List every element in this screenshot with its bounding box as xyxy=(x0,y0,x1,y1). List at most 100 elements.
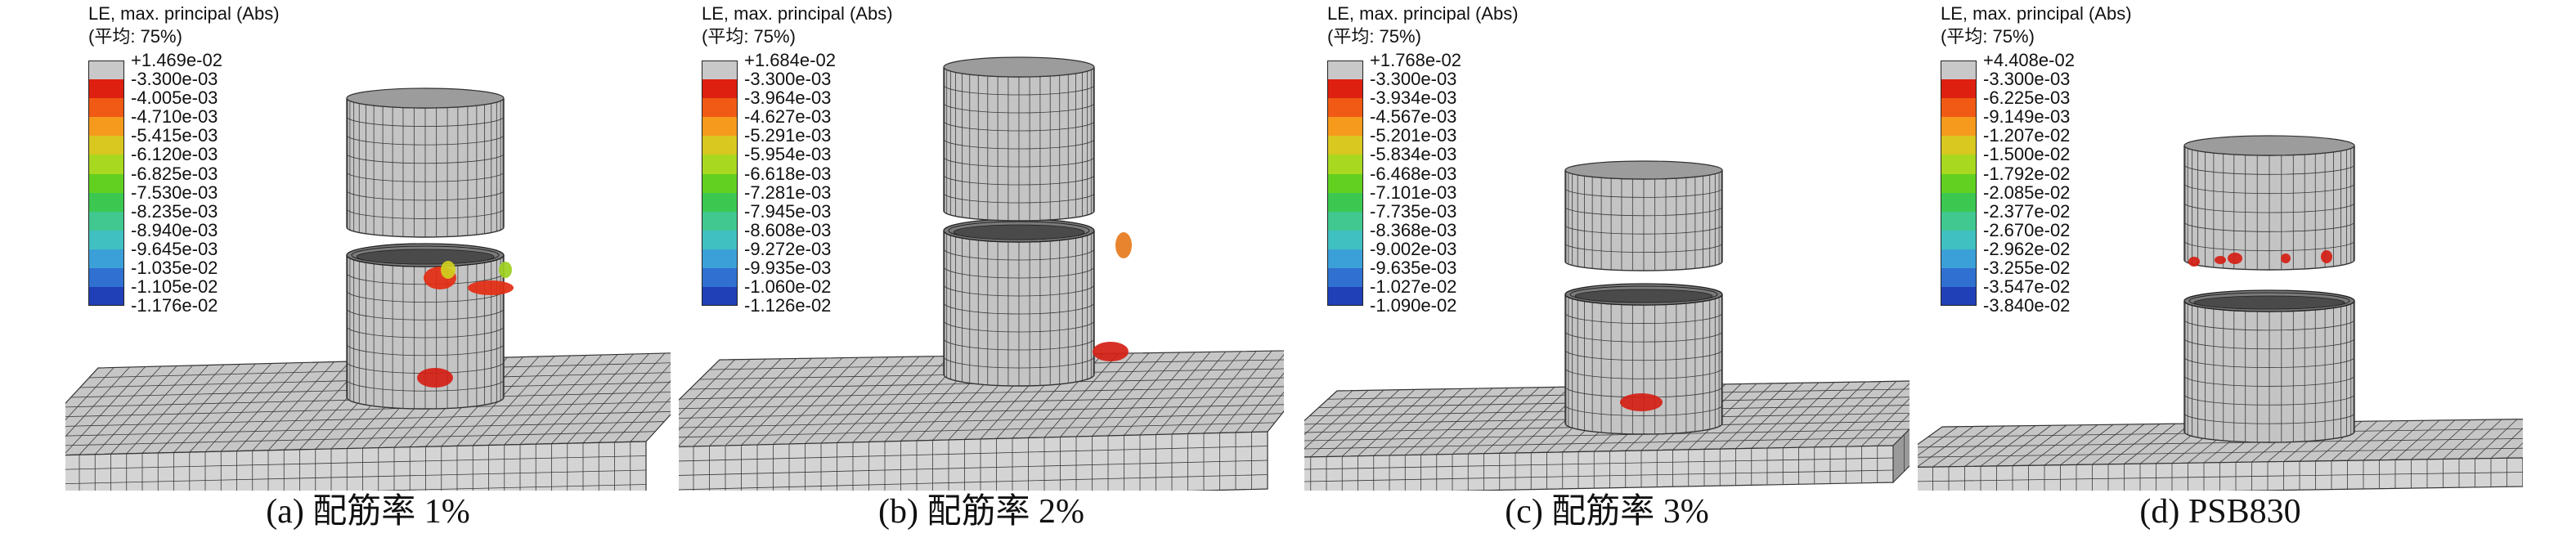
panel-caption: (b) 配筋率 2% xyxy=(878,493,1084,531)
legend-swatch xyxy=(1327,136,1363,155)
legend-swatch xyxy=(88,287,124,307)
legend-value: -3.300e-03 xyxy=(1370,69,1457,90)
legend-value: -5.415e-03 xyxy=(131,125,218,146)
legend-swatch xyxy=(1941,117,1977,137)
legend-value: -4.627e-03 xyxy=(744,106,832,128)
legend-value: -5.834e-03 xyxy=(1370,144,1457,165)
lower-column xyxy=(346,243,514,410)
legend-swatch xyxy=(702,117,738,137)
legend-swatch xyxy=(1327,249,1363,269)
legend-swatch xyxy=(1327,287,1363,307)
legend-swatch xyxy=(1941,155,1977,174)
legend-value: -7.101e-03 xyxy=(1370,182,1457,203)
legend-value: -6.618e-03 xyxy=(744,163,832,184)
legend-value: -9.149e-03 xyxy=(1983,106,2071,128)
legend-value: -2.085e-02 xyxy=(1983,182,2071,203)
legend-value: -4.567e-03 xyxy=(1370,106,1457,128)
legend-subtitle: (平均: 75%) xyxy=(702,26,796,47)
legend-swatch xyxy=(1327,173,1363,193)
legend-swatch xyxy=(702,211,738,231)
legend-swatch xyxy=(88,249,124,269)
fe-model-view xyxy=(1918,135,2523,491)
strain-hotspot xyxy=(499,262,512,278)
legend-value: -3.964e-03 xyxy=(744,87,832,109)
legend-swatch xyxy=(88,79,124,99)
legend-value: -1.792e-02 xyxy=(1983,163,2071,184)
legend-swatch xyxy=(88,211,124,231)
legend-value: -6.120e-03 xyxy=(131,144,218,165)
fe-model-view xyxy=(1304,160,1910,491)
legend-swatch xyxy=(702,79,738,99)
strain-hotspot xyxy=(1115,232,1132,258)
legend-value: -4.005e-03 xyxy=(131,87,218,109)
legend-value: +1.684e-02 xyxy=(744,50,836,70)
strain-hotspot xyxy=(2281,253,2291,263)
panel-d: LE, max. principal (Abs) (平均: 75%) +4.40… xyxy=(1918,0,2523,547)
legend-value: -6.825e-03 xyxy=(131,163,218,184)
legend-value: -4.710e-03 xyxy=(131,106,218,128)
legend-swatch xyxy=(88,173,124,193)
legend-swatch xyxy=(702,230,738,249)
upper-column xyxy=(1564,160,1723,271)
legend-swatch xyxy=(1327,98,1363,118)
legend-value: +1.768e-02 xyxy=(1370,50,1461,70)
strain-hotspot xyxy=(2228,253,2242,264)
legend-swatch xyxy=(1327,79,1363,99)
legend-value: -2.670e-02 xyxy=(1983,219,2071,240)
legend-swatch xyxy=(1941,98,1977,118)
legend-swatch xyxy=(1941,79,1977,99)
strain-hotspot xyxy=(468,280,514,295)
legend-value: -8.608e-03 xyxy=(744,219,832,240)
legend-swatch xyxy=(702,61,738,80)
fe-model-view xyxy=(679,56,1284,491)
legend-value: -3.255e-02 xyxy=(1983,258,2071,279)
legend-swatch xyxy=(88,268,124,288)
strain-hotspot xyxy=(1093,342,1129,361)
legend-value: -9.002e-03 xyxy=(1370,238,1457,259)
legend-value: -1.060e-02 xyxy=(744,276,832,298)
legend-title: LE, max. principal (Abs) xyxy=(702,3,893,24)
legend-swatch xyxy=(702,287,738,307)
legend-value: +1.469e-02 xyxy=(131,50,222,70)
legend-value: -1.126e-02 xyxy=(744,295,832,316)
legend-swatch xyxy=(702,192,738,212)
legend-value: -9.635e-03 xyxy=(1370,258,1457,279)
strain-hotspot xyxy=(1620,393,1663,411)
legend-title: LE, max. principal (Abs) xyxy=(88,3,280,24)
legend-title: LE, max. principal (Abs) xyxy=(1327,3,1519,24)
panel-c: LE, max. principal (Abs) (平均: 75%) +1.76… xyxy=(1304,0,1910,547)
lower-column xyxy=(1564,283,1723,435)
panel-a: LE, max. principal (Abs) (平均: 75%) +1.46… xyxy=(65,0,671,547)
strain-hotspot xyxy=(417,368,453,388)
legend-swatch xyxy=(702,155,738,174)
legend-swatch xyxy=(1941,287,1977,307)
legend-swatch xyxy=(702,136,738,155)
legend-swatch xyxy=(88,136,124,155)
legend-value: -1.500e-02 xyxy=(1983,144,2071,165)
legend-value: -3.934e-03 xyxy=(1370,87,1457,109)
base-slab xyxy=(1918,419,2523,491)
legend-value: -1.090e-02 xyxy=(1370,295,1457,316)
legend-value: -5.954e-03 xyxy=(744,144,832,165)
panel-caption: (d) PSB830 xyxy=(2139,493,2301,531)
legend-value: -1.027e-02 xyxy=(1370,276,1457,298)
legend-swatch xyxy=(88,230,124,249)
legend-swatch xyxy=(88,192,124,212)
panel-caption: (a) 配筋率 1% xyxy=(266,493,470,531)
lower-column xyxy=(2183,289,2355,443)
legend-value: -1.035e-02 xyxy=(131,258,218,279)
legend-value: -1.207e-02 xyxy=(1983,125,2071,146)
legend-value: -5.201e-03 xyxy=(1370,125,1457,146)
legend-swatch xyxy=(1327,192,1363,212)
legend-value: -6.225e-03 xyxy=(1983,87,2071,109)
base-slab xyxy=(679,350,1284,491)
legend-value: -9.935e-03 xyxy=(744,258,832,279)
legend-swatch xyxy=(1327,230,1363,249)
legend-swatch xyxy=(1327,268,1363,288)
lower-column xyxy=(943,218,1132,387)
legend-value: -7.281e-03 xyxy=(744,182,832,203)
legend-title: LE, max. principal (Abs) xyxy=(1941,3,2132,24)
legend-value: -8.235e-03 xyxy=(131,200,218,222)
legend-value: -7.945e-03 xyxy=(744,200,832,222)
legend-value: -6.468e-03 xyxy=(1370,163,1457,184)
